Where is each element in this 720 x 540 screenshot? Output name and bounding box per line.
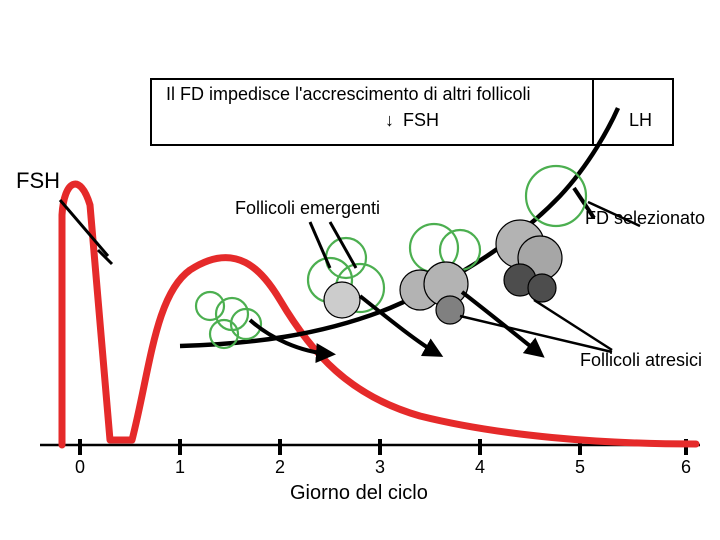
svg-text:0: 0 [75,457,85,477]
svg-text:1: 1 [175,457,185,477]
svg-text:4: 4 [475,457,485,477]
x-axis-title: Giorno del ciclo [290,482,428,505]
title-line2: ↓ FSH [152,110,672,131]
down-arrow-icon: ↓ [385,110,394,130]
svg-text:3: 3 [375,457,385,477]
diagram-stage: 0 1 2 3 4 5 6 Il FD impedisce l'accrescimento … [0,0,720,540]
follicoli-emergenti-label: Follicoli emergenti [235,198,380,219]
fsh-axis-label: FSH [16,168,60,194]
title-lh-label: LH [629,110,652,131]
svg-text:5: 5 [575,457,585,477]
svg-text:6: 6 [681,457,691,477]
svg-text:2: 2 [275,457,285,477]
title-fsh-label: FSH [403,110,439,130]
fd-selezionato-label: FD selezionato [585,208,705,229]
title-box: Il FD impedisce l'accrescimento di altri… [150,78,674,146]
title-line1: Il FD impedisce l'accrescimento di altri… [166,84,531,105]
title-divider [592,80,594,144]
follicoli-atresici-label: Follicoli atresici [580,350,702,371]
